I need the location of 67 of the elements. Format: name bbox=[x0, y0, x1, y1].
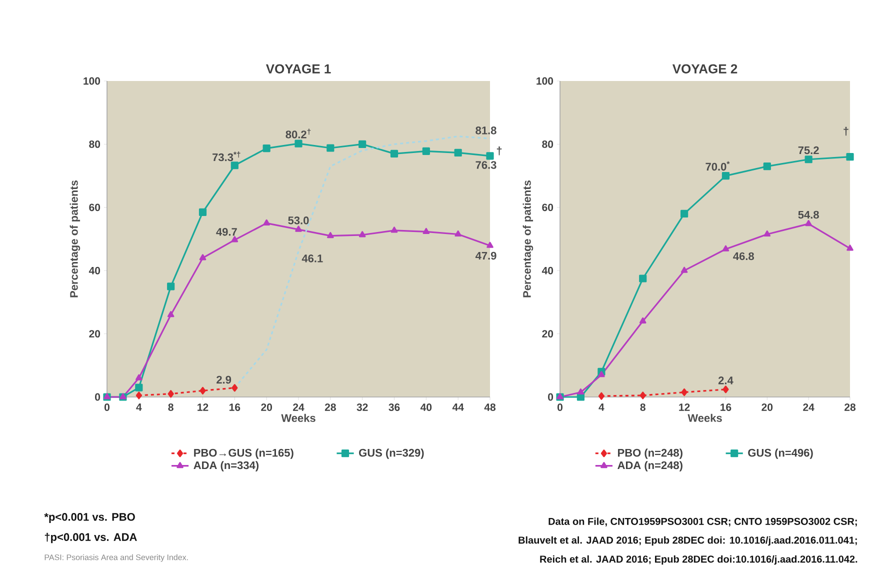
y-tick-label: 20 bbox=[542, 330, 554, 338]
annotation: 47.9 bbox=[475, 252, 496, 260]
annotation: 2.9 bbox=[216, 376, 232, 384]
annotation: 49.7 bbox=[216, 228, 237, 236]
x-tick-label: 32 bbox=[356, 404, 368, 411]
annotation: 81.8 bbox=[476, 126, 496, 134]
x-tick-label: 20 bbox=[762, 404, 773, 411]
legend-label: GUS (n=329) bbox=[359, 448, 424, 459]
text: †p<0.001 vs. ADA bbox=[44, 532, 137, 544]
annotation: 2.4 bbox=[718, 376, 734, 384]
y-tick-label: 80 bbox=[542, 140, 554, 148]
x-tick-label: 36 bbox=[388, 404, 400, 411]
x-tick-label: 16 bbox=[229, 404, 240, 411]
chart-title: VOYAGE 1 bbox=[266, 64, 331, 74]
y-axis-title: Percentage of patients bbox=[522, 180, 534, 298]
legend-label: GUS (n=496) bbox=[748, 448, 813, 459]
y-tick-label: 60 bbox=[89, 204, 100, 212]
text: Blauvelt et al. JAAD 2016; Epub 28DEC doi: 10.1016/j.aad.2016.011.041; bbox=[518, 536, 857, 546]
annotation: 46.8 bbox=[733, 252, 754, 260]
y-tick-label: 20 bbox=[89, 330, 100, 338]
x-tick-label: 48 bbox=[484, 404, 496, 411]
x-tick-label: 8 bbox=[640, 404, 646, 411]
y-tick-label: 0 bbox=[95, 393, 100, 401]
x-tick-label: 12 bbox=[198, 404, 208, 411]
y-tick-label: 40 bbox=[88, 266, 100, 274]
annotation: † bbox=[496, 146, 502, 156]
x-tick-label: 0 bbox=[104, 404, 110, 411]
x-tick-label: 28 bbox=[844, 404, 856, 411]
x-tick-label: 4 bbox=[136, 404, 142, 411]
text: Data on File, CNTO1959PSO3001 CSR; CNTO 1959PSO3002 CSR; bbox=[548, 518, 857, 526]
y-tick-label: 40 bbox=[542, 266, 554, 274]
annotation: 53.0 bbox=[288, 216, 309, 224]
y-tick-label: 100 bbox=[536, 77, 554, 85]
x-tick-label: 0 bbox=[557, 404, 562, 411]
y-axis-title: Percentage of patients bbox=[70, 180, 80, 298]
legend-label: ADA (n=334) bbox=[194, 461, 259, 472]
annotation: 80.2$^{†}$ bbox=[286, 128, 311, 138]
x-tick-label: 8 bbox=[168, 404, 174, 411]
annotation: 70.0$^{*}$ bbox=[706, 161, 730, 171]
x-axis-title: Weeks bbox=[281, 414, 316, 422]
text: *p<0.001 vs. PBO bbox=[44, 513, 135, 523]
y-tick-label: 80 bbox=[89, 140, 100, 148]
text: PASI: Psoriasis Area and Severity Index. bbox=[44, 554, 188, 562]
x-axis-title: Weeks bbox=[688, 414, 722, 422]
legend-label: PBO (n=248) bbox=[618, 448, 682, 459]
x-tick-label: 12 bbox=[679, 404, 690, 411]
annotation: 54.8 bbox=[798, 210, 819, 219]
x-tick-label: 40 bbox=[420, 404, 432, 411]
x-tick-label: 24 bbox=[803, 404, 814, 411]
annotation: 46.1 bbox=[302, 254, 323, 262]
x-tick-label: 28 bbox=[324, 404, 336, 411]
x-tick-label: 24 bbox=[293, 404, 304, 411]
y-tick-label: 0 bbox=[548, 393, 554, 401]
text: Reich et al. JAAD 2016; Epub 28DEC doi:10.1016/j.aad.2016.11.042. bbox=[540, 555, 858, 565]
y-tick-label: 100 bbox=[84, 77, 100, 85]
annotation: † bbox=[844, 126, 848, 136]
annotation: 76.3 bbox=[476, 161, 496, 169]
x-tick-label: 16 bbox=[720, 404, 732, 411]
chart-title: VOYAGE 2 bbox=[672, 64, 738, 74]
x-tick-label: 4 bbox=[598, 404, 604, 411]
y-tick-label: 60 bbox=[542, 204, 554, 212]
annotation: 75.2 bbox=[798, 146, 819, 154]
x-tick-label: 20 bbox=[261, 404, 272, 411]
x-tick-label: 44 bbox=[452, 404, 464, 411]
legend-label: PBO→GUS (n=165) bbox=[194, 448, 294, 459]
legend-label: ADA (n=248) bbox=[618, 461, 682, 472]
annotation: 73.3$^{*†}$ bbox=[212, 151, 240, 162]
